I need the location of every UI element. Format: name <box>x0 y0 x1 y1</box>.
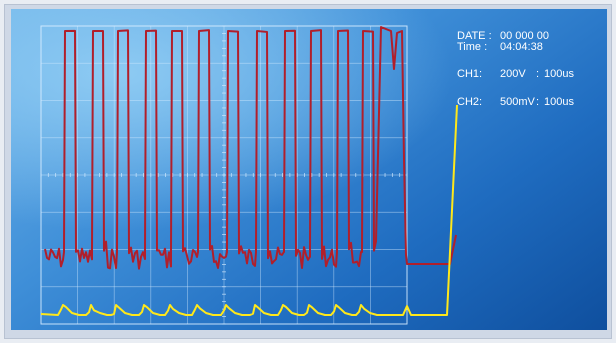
ch1-waveform <box>44 26 457 270</box>
ch1-time-per-div: 100us <box>544 68 574 80</box>
time-value: 04:04:38 <box>500 41 543 53</box>
waveform-display <box>40 25 458 325</box>
scope-readout-panel: DATE : 00 000 00 Time : 04:04:38 CH1: 200V:… <box>457 31 574 108</box>
graticule-grid <box>40 25 408 325</box>
ch2-volts-per-div: 500mV <box>500 96 535 108</box>
ch1-readout: CH1: 200V:100us <box>457 69 574 80</box>
ch2-waveform <box>40 104 458 316</box>
ch2-label: CH2: <box>457 96 483 108</box>
time-readout: Time : 04:04:38 <box>457 42 574 53</box>
oscilloscope-frame: DATE : 00 000 00 Time : 04:04:38 CH1: 200V:… <box>4 4 612 339</box>
time-label: Time : <box>457 41 488 53</box>
ch1-separator: : <box>536 68 540 80</box>
date-readout: DATE : 00 000 00 <box>457 31 574 42</box>
ch1-label: CH1: <box>457 68 483 80</box>
ch2-readout: CH2: 500mV: 100us <box>457 97 574 108</box>
date-label: DATE : <box>457 30 492 42</box>
ch1-volts-per-div: 200V <box>500 68 526 80</box>
ch2-separator: : <box>536 96 540 108</box>
oscilloscope-screen: DATE : 00 000 00 Time : 04:04:38 CH1: 200V:… <box>11 9 607 330</box>
ch2-time-per-div: 100us <box>544 96 574 108</box>
date-value: 00 000 00 <box>500 30 549 42</box>
